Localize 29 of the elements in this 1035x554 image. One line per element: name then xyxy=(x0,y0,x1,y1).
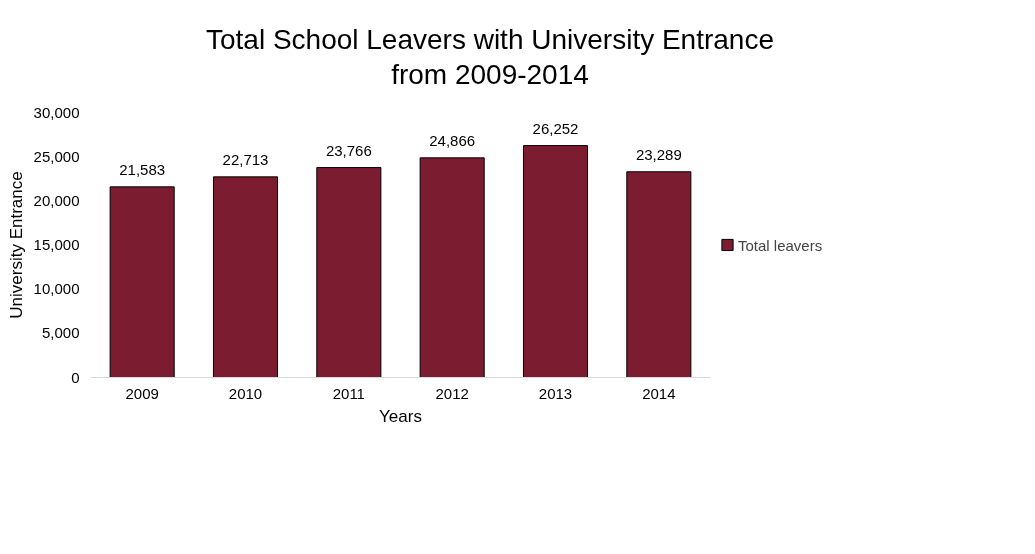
x-tick-label: 2012 xyxy=(435,384,469,402)
y-tick-label: 0 xyxy=(71,368,80,386)
bar xyxy=(522,145,589,378)
data-label: 24,866 xyxy=(429,131,476,149)
x-tick-label: 2010 xyxy=(228,384,263,402)
data-label: 23,289 xyxy=(635,145,682,163)
x-tick-label: 2014 xyxy=(642,384,676,402)
legend-label: Total leavers xyxy=(738,236,823,253)
bar xyxy=(419,157,485,378)
bar xyxy=(109,186,175,378)
data-label: 23,766 xyxy=(325,141,372,159)
bar xyxy=(626,171,692,378)
chart-title: Total School Leavers with University Entrance from 2009-2014 xyxy=(204,23,775,92)
y-tick-label: 10,000 xyxy=(33,280,80,298)
data-label: 21,583 xyxy=(119,160,166,178)
y-tick-label: 30,000 xyxy=(33,103,80,121)
x-tick-label: 2011 xyxy=(332,384,365,402)
y-tick-label: 25,000 xyxy=(33,147,80,165)
data-label: 26,252 xyxy=(532,119,579,137)
y-axis-title: University Entrance xyxy=(6,171,26,319)
bar xyxy=(212,176,279,378)
x-tick-label: 2013 xyxy=(538,384,573,402)
x-tick-label: 2009 xyxy=(125,384,159,402)
y-tick-label: 15,000 xyxy=(33,236,80,253)
bar xyxy=(316,167,382,378)
y-tick-label: 5,000 xyxy=(41,324,80,342)
y-tick-label: 20,000 xyxy=(33,191,80,209)
data-label: 22,713 xyxy=(222,150,269,168)
x-axis-title: Years xyxy=(379,406,422,426)
